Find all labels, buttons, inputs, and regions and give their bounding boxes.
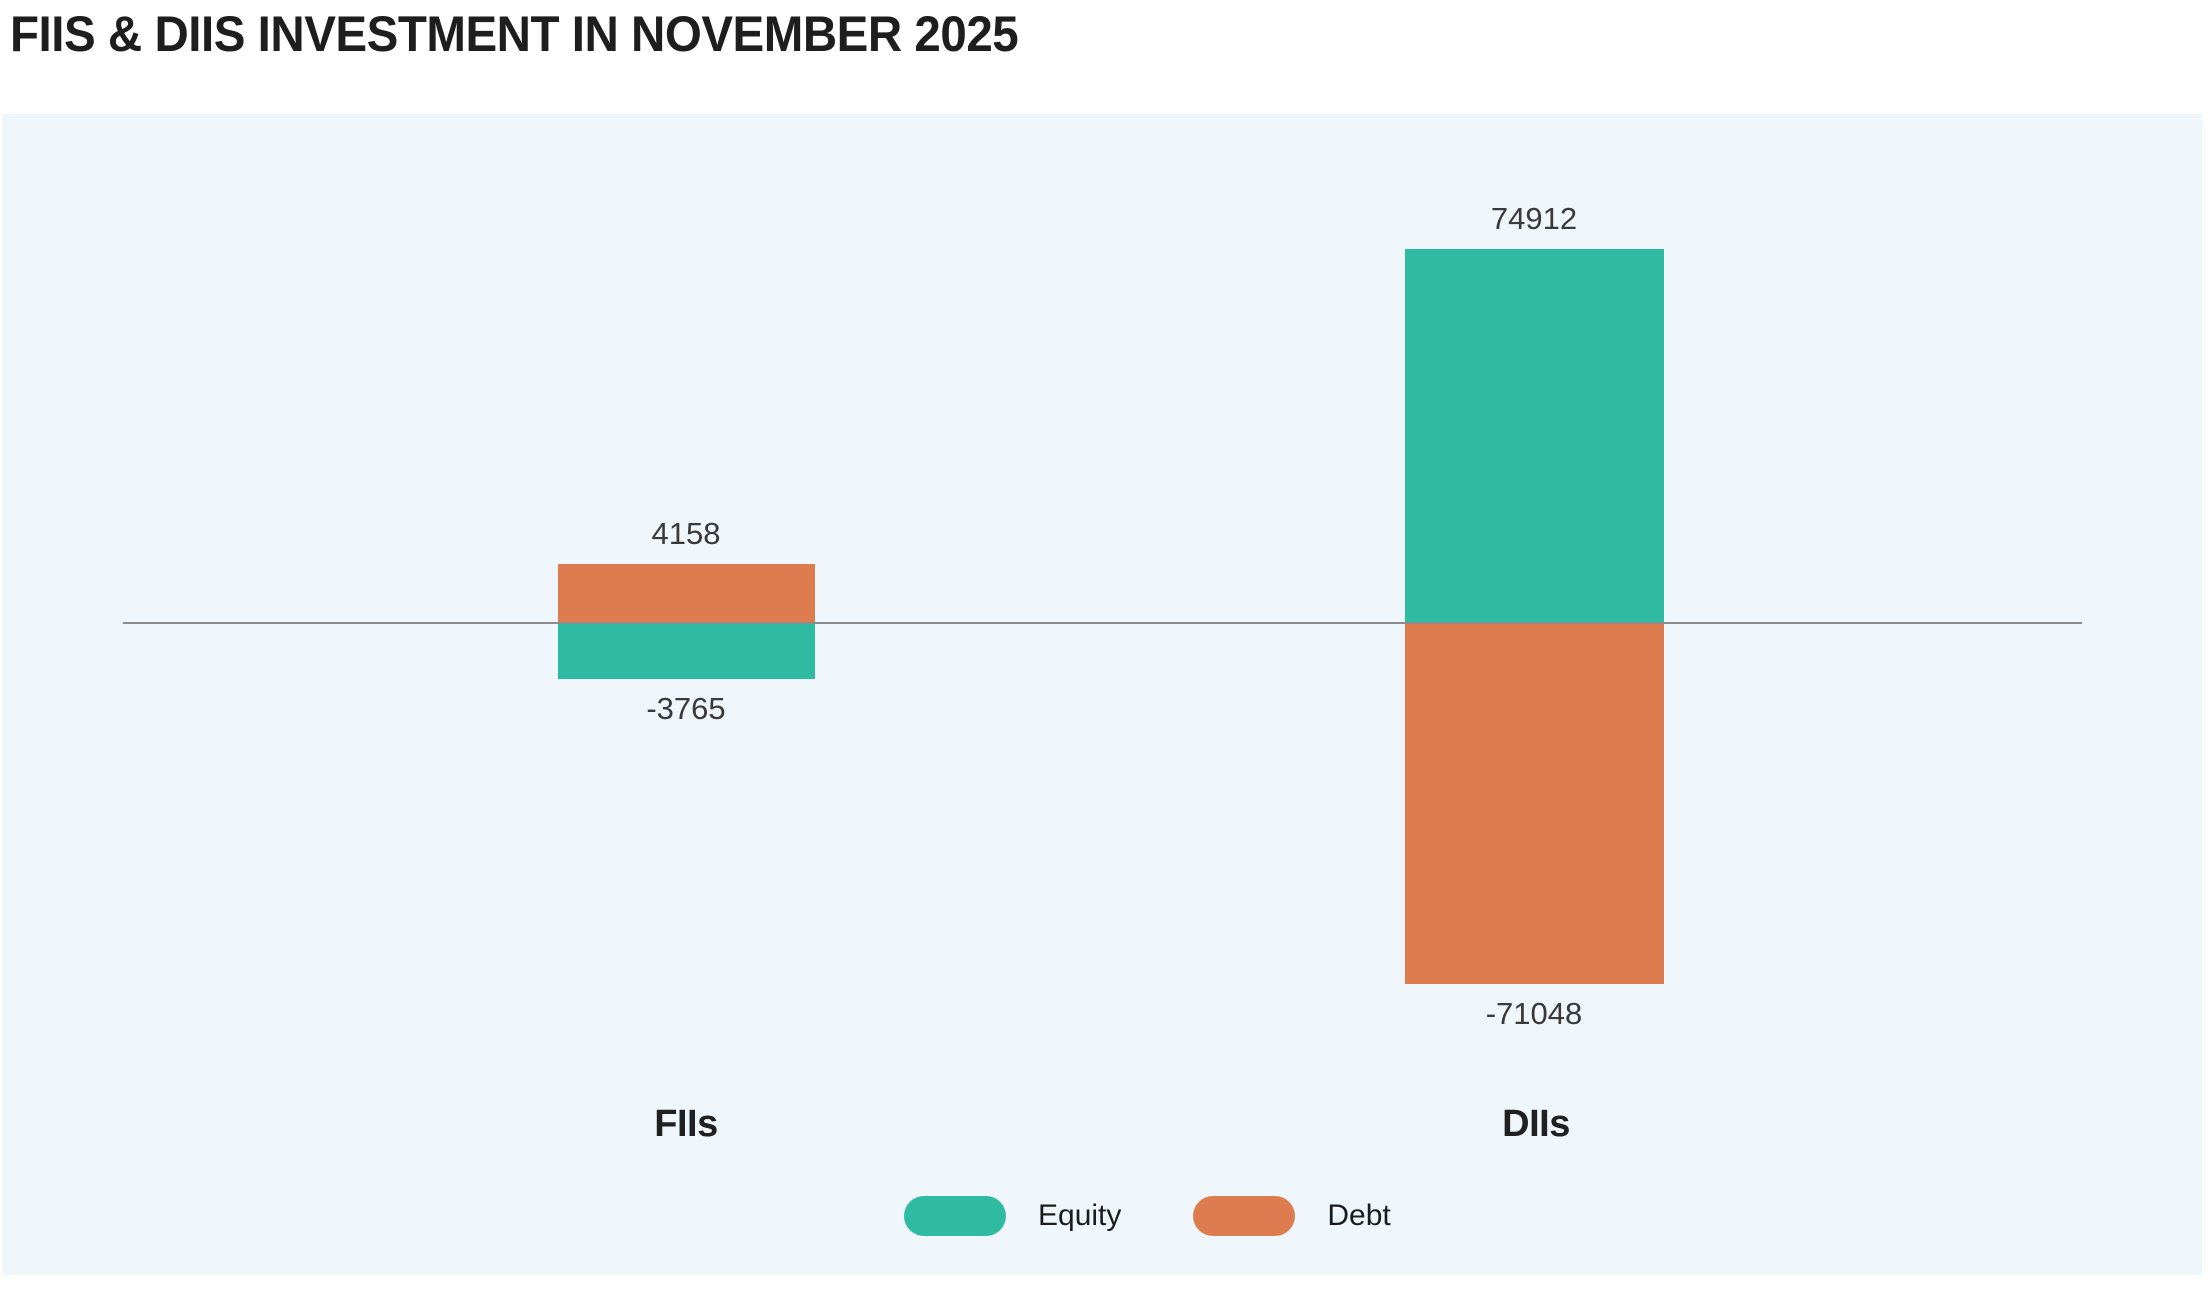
zero-axis-line <box>123 622 2082 624</box>
legend-label-equity: Equity <box>1038 1199 1122 1232</box>
bar-value-label: -71048 <box>1485 996 1583 1031</box>
bar-value-label: 4158 <box>651 516 721 551</box>
page-title: FIIS & DIIS INVESTMENT IN NOVEMBER 2025 <box>10 6 1019 62</box>
chart-canvas: FIIs DIIs Equity Debt 4158 -3765 74912 -710… <box>2 114 2202 1275</box>
bar-value-label: -3765 <box>646 691 726 726</box>
bar-fiis-debt[interactable] <box>557 564 815 622</box>
legend-label-debt: Debt <box>1327 1199 1391 1232</box>
bar-value-label: 74912 <box>1490 201 1578 236</box>
bar-diis-equity[interactable] <box>1404 249 1664 622</box>
legend-item-debt[interactable]: Debt <box>1193 1196 1391 1236</box>
bar-diis-debt[interactable] <box>1404 624 1664 984</box>
legend-swatch-equity <box>904 1196 1006 1236</box>
category-label-diis: DIIs <box>1502 1103 1570 1145</box>
legend-swatch-debt <box>1193 1196 1296 1236</box>
category-label-fiis: FIIs <box>654 1103 718 1145</box>
chart-legend: Equity Debt <box>904 1196 1391 1236</box>
legend-item-equity[interactable]: Equity <box>904 1196 1121 1236</box>
bar-fiis-equity[interactable] <box>557 624 815 679</box>
